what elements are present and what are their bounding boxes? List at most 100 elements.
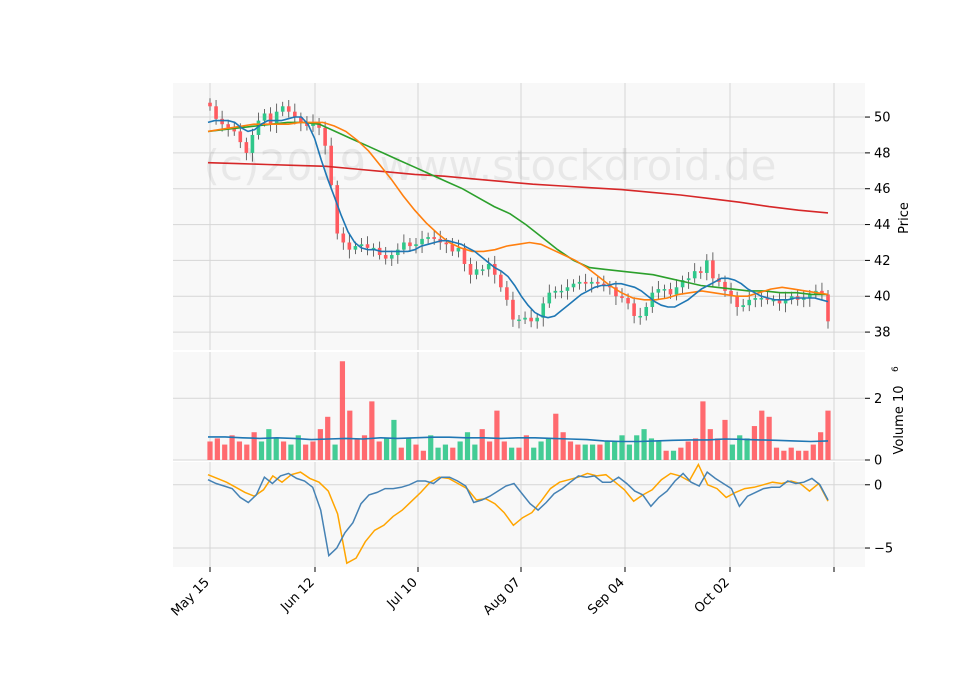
candle-body bbox=[662, 289, 667, 291]
candle-body bbox=[735, 296, 739, 307]
volume-bar bbox=[339, 361, 346, 460]
candle-body bbox=[808, 294, 812, 299]
volume-bar bbox=[479, 429, 485, 460]
volume-bar bbox=[619, 435, 625, 460]
candle-body bbox=[747, 299, 752, 306]
volume-bar bbox=[582, 444, 588, 460]
candle-body bbox=[711, 260, 715, 279]
candle-body bbox=[250, 134, 255, 153]
volume-bar bbox=[641, 429, 647, 460]
candle-body bbox=[280, 106, 285, 112]
candle-body bbox=[347, 242, 352, 250]
volume-average-line bbox=[208, 436, 829, 443]
volume-bar bbox=[670, 450, 677, 460]
candle-body bbox=[583, 281, 588, 284]
volume-axis-exponent: 6 bbox=[891, 366, 901, 372]
volume-bar bbox=[317, 429, 323, 460]
volume-bar bbox=[700, 401, 706, 460]
candle-body bbox=[753, 298, 758, 300]
candle-body bbox=[632, 303, 636, 316]
candle-body bbox=[529, 317, 533, 322]
candle-body bbox=[402, 242, 406, 250]
candle-body bbox=[668, 289, 673, 295]
candle-body bbox=[614, 287, 618, 297]
candle-body bbox=[553, 290, 558, 293]
price-tick-label: 44 bbox=[874, 218, 891, 233]
price-tick-label: 42 bbox=[874, 254, 891, 269]
candle-body bbox=[705, 260, 709, 273]
candle-body bbox=[820, 290, 824, 295]
candle-body bbox=[286, 106, 291, 112]
volume-bar bbox=[486, 441, 493, 460]
volume-bar bbox=[722, 419, 728, 460]
candle-body bbox=[723, 281, 727, 291]
candle-body bbox=[389, 255, 394, 259]
volume-tick-label: 2 bbox=[874, 392, 882, 407]
candle-body bbox=[396, 249, 400, 256]
candle-body bbox=[492, 263, 497, 275]
volume-bar bbox=[781, 450, 787, 460]
candle-body bbox=[268, 113, 273, 125]
volume-bar bbox=[494, 410, 500, 460]
candle-body bbox=[656, 289, 661, 293]
candle-body bbox=[414, 244, 418, 247]
candle-body bbox=[517, 319, 521, 322]
candle-body bbox=[432, 237, 436, 239]
volume-bar bbox=[523, 435, 529, 460]
candle-body bbox=[238, 131, 243, 143]
candle-body bbox=[450, 244, 455, 252]
volume-bar bbox=[258, 441, 265, 460]
candle-body bbox=[777, 299, 782, 304]
volume-bar bbox=[560, 432, 566, 460]
candle-body bbox=[274, 111, 279, 125]
price-panel bbox=[173, 83, 865, 350]
volume-bar bbox=[229, 435, 235, 460]
candle-body bbox=[571, 283, 576, 288]
volume-bar bbox=[406, 438, 412, 460]
candle-body bbox=[462, 247, 467, 264]
volume-tick-label: 0 bbox=[874, 454, 882, 469]
candle-body bbox=[765, 298, 770, 300]
volume-bar bbox=[273, 438, 279, 460]
candle-body bbox=[602, 283, 606, 286]
volume-bar bbox=[303, 444, 309, 460]
candle-body bbox=[474, 269, 479, 275]
volume-bar bbox=[656, 441, 662, 460]
candle-body bbox=[541, 303, 546, 318]
volume-bar bbox=[692, 438, 699, 460]
candle-body bbox=[729, 290, 733, 297]
volume-bar bbox=[707, 429, 713, 460]
volume-bar bbox=[376, 441, 382, 460]
candle-body bbox=[293, 111, 297, 118]
volume-bar bbox=[531, 447, 537, 460]
volume-bar bbox=[428, 435, 434, 460]
candle-body bbox=[826, 294, 830, 322]
volume-bar bbox=[575, 444, 581, 460]
volume-bar bbox=[391, 419, 397, 460]
candle-body bbox=[626, 298, 630, 304]
volume-bar bbox=[354, 438, 360, 460]
volume-bar bbox=[553, 413, 559, 460]
candle-body bbox=[595, 281, 600, 284]
candle-body bbox=[480, 269, 485, 271]
candle-body bbox=[420, 238, 424, 245]
volume-bar bbox=[332, 444, 338, 460]
volume-bar bbox=[251, 432, 257, 460]
volume-bar bbox=[369, 401, 375, 460]
osc-tick-label: −5 bbox=[874, 542, 893, 557]
candle-body bbox=[365, 244, 370, 248]
volume-bar bbox=[729, 444, 735, 460]
volume-bar bbox=[361, 435, 368, 460]
candle-body bbox=[353, 246, 358, 250]
volume-bar bbox=[295, 435, 301, 460]
candle-body bbox=[341, 233, 346, 243]
osc-tick-label: 0 bbox=[874, 478, 882, 493]
candle-body bbox=[329, 145, 333, 186]
volume-bar bbox=[310, 441, 316, 460]
volume-bar bbox=[678, 447, 684, 460]
volume-bar bbox=[648, 438, 655, 460]
volume-bar bbox=[803, 450, 809, 460]
candle-body bbox=[468, 263, 473, 275]
candle-body bbox=[547, 292, 552, 304]
